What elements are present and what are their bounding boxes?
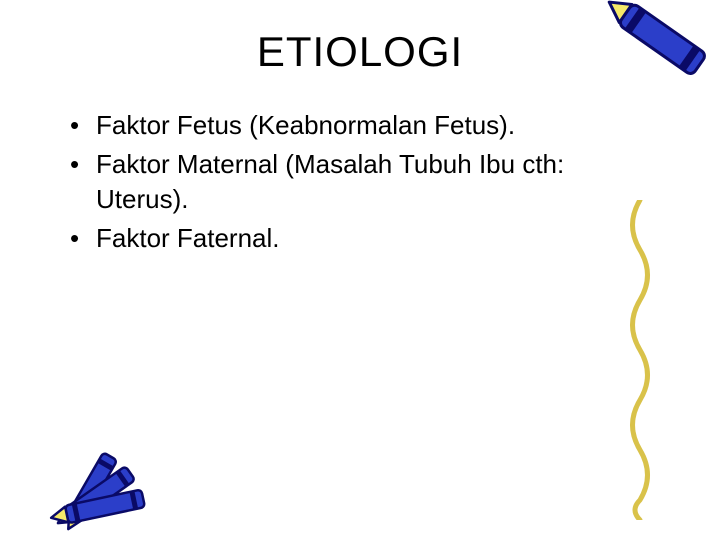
squiggle-icon [620,200,660,520]
bullet-list: Faktor Fetus (Keabnormalan Fetus). Fakto… [70,108,630,260]
crayon-icon [580,0,720,110]
list-item: Faktor Fetus (Keabnormalan Fetus). [70,108,630,143]
list-item: Faktor Maternal (Masalah Tubuh Ibu cth: … [70,147,630,217]
list-item: Faktor Faternal. [70,221,630,256]
crayons-icon [42,422,162,532]
